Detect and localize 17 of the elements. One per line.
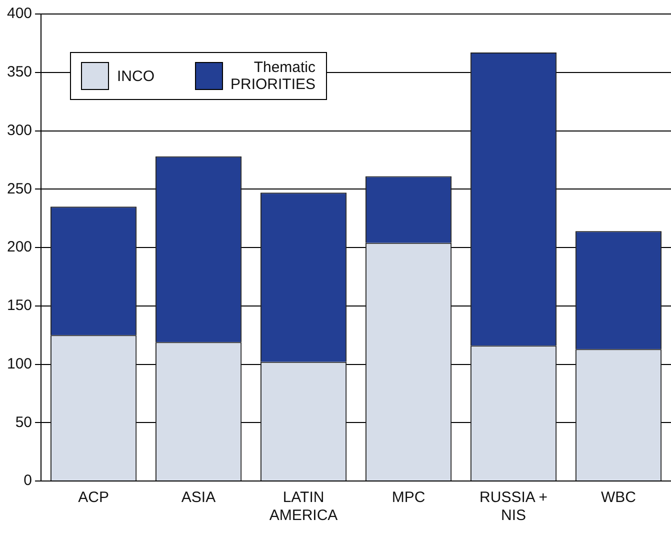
x-tick-label: LATIN AMERICA [269, 489, 338, 524]
y-tick-label: 300 [6, 122, 32, 139]
x-tick-label: WBC [601, 489, 636, 506]
x-tick-label: ACP [78, 489, 109, 506]
x-tick-label: RUSSIA + NIS [480, 489, 548, 524]
x-tick-label: MPC [392, 489, 426, 506]
y-tick-label: 200 [6, 238, 32, 256]
legend-label: INCO [117, 68, 154, 84]
y-tick-label: 400 [6, 5, 32, 22]
legend-label: Thematic PRIORITIES [230, 59, 316, 93]
y-tick-label: 250 [6, 180, 32, 198]
y-tick-label: 0 [24, 472, 32, 490]
y-tick-label: 100 [6, 355, 32, 372]
y-tick-label: 350 [6, 64, 32, 81]
x-tick-label: ASIA [181, 489, 216, 506]
y-tick-label: 50 [15, 414, 32, 431]
y-tick-label: 150 [6, 297, 32, 314]
